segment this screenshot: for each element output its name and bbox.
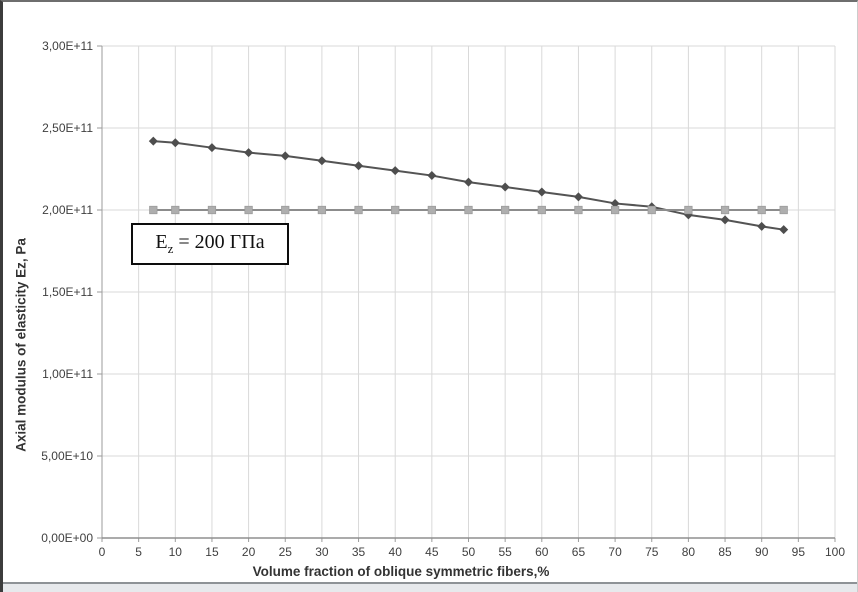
x-tick-label: 50: [462, 545, 476, 559]
x-tick-label: 65: [572, 545, 586, 559]
diamond-series-marker: [354, 161, 364, 171]
square-series-marker: [501, 205, 510, 215]
annotation-box: Ez = 200 ГПа: [131, 223, 289, 265]
diamond-series-marker: [244, 148, 254, 158]
x-tick-label: 70: [608, 545, 622, 559]
annotation-text: Ez = 200 ГПа: [155, 231, 265, 256]
x-tick-label: 35: [352, 545, 366, 559]
square-series-marker: [757, 205, 766, 215]
diamond-series-marker: [610, 198, 620, 208]
square-series-marker: [244, 205, 253, 215]
square-series-marker: [574, 205, 583, 215]
diamond-series-marker: [720, 215, 730, 225]
square-series-marker: [684, 205, 693, 215]
x-tick-label: 5: [135, 545, 142, 559]
square-series-marker: [779, 205, 788, 215]
square-series-marker: [391, 205, 400, 215]
square-series-marker: [464, 205, 473, 215]
x-tick-label: 85: [718, 545, 732, 559]
x-tick-label: 90: [755, 545, 769, 559]
diamond-series-marker: [427, 171, 437, 181]
x-tick-label: 10: [169, 545, 183, 559]
plot-area: 0 5 10 15 20 25 30 35 40 45 50 55 60 65 70 75 80 85 90 95 10…: [41, 39, 845, 559]
diamond-series-marker: [757, 221, 767, 231]
diamond-series-marker: [500, 182, 510, 192]
diamond-series-marker: [170, 138, 180, 148]
x-tick-label: 95: [792, 545, 806, 559]
diamond-series-marker: [779, 225, 789, 235]
y-tick-label: 1,50E+11: [42, 285, 93, 299]
diamond-series-marker: [390, 166, 400, 176]
y-tick-label: 5,00E+10: [41, 449, 93, 463]
y-tick-label: 2,50E+11: [42, 121, 93, 135]
diamond-series-marker: [573, 192, 583, 202]
square-series-marker: [720, 205, 730, 215]
y-tick-label: 3,00E+11: [42, 39, 93, 53]
diamond-series-marker: [280, 151, 290, 161]
square-series-marker: [427, 205, 436, 215]
figure-bottom-margin: [3, 582, 857, 592]
diamond-series-marker: [464, 177, 473, 187]
diamond-series-marker: [537, 187, 547, 197]
x-axis-title: Volume fraction of oblique symmetric fib…: [252, 564, 550, 579]
square-series-marker: [610, 205, 620, 215]
x-tick-label: 0: [99, 545, 106, 559]
x-tick-label: 55: [498, 545, 512, 559]
y-tick-label: 0,00E+00: [41, 531, 93, 545]
y-axis-title: Axial modulus of elasticity Ez, Pa: [13, 238, 29, 452]
square-series-marker: [281, 205, 290, 215]
x-tick-label: 40: [389, 545, 403, 559]
x-tick-label: 75: [645, 545, 659, 559]
diamond-series-marker: [207, 143, 217, 153]
diamond-series-marker: [148, 136, 158, 146]
x-tick-label: 15: [205, 545, 219, 559]
x-tick-label: 80: [682, 545, 696, 559]
y-tick-label: 2,00E+11: [42, 203, 93, 217]
square-series-marker: [149, 205, 158, 215]
square-series-marker: [317, 205, 327, 215]
x-tick-label: 25: [279, 545, 293, 559]
square-series-marker: [647, 205, 656, 215]
annotation-subscript: z: [167, 241, 174, 256]
y-tick-label: 1,00E+11: [42, 367, 93, 381]
square-series-marker: [207, 205, 217, 215]
square-series-marker: [171, 205, 180, 215]
x-tick-label: 30: [315, 545, 329, 559]
x-tick-label: 60: [535, 545, 549, 559]
square-series-marker: [354, 205, 363, 215]
diamond-series-marker: [317, 156, 327, 166]
x-tick-label: 20: [242, 545, 256, 559]
x-tick-label: 45: [425, 545, 439, 559]
square-series-marker: [537, 205, 546, 215]
x-tick-label: 100: [825, 545, 845, 559]
